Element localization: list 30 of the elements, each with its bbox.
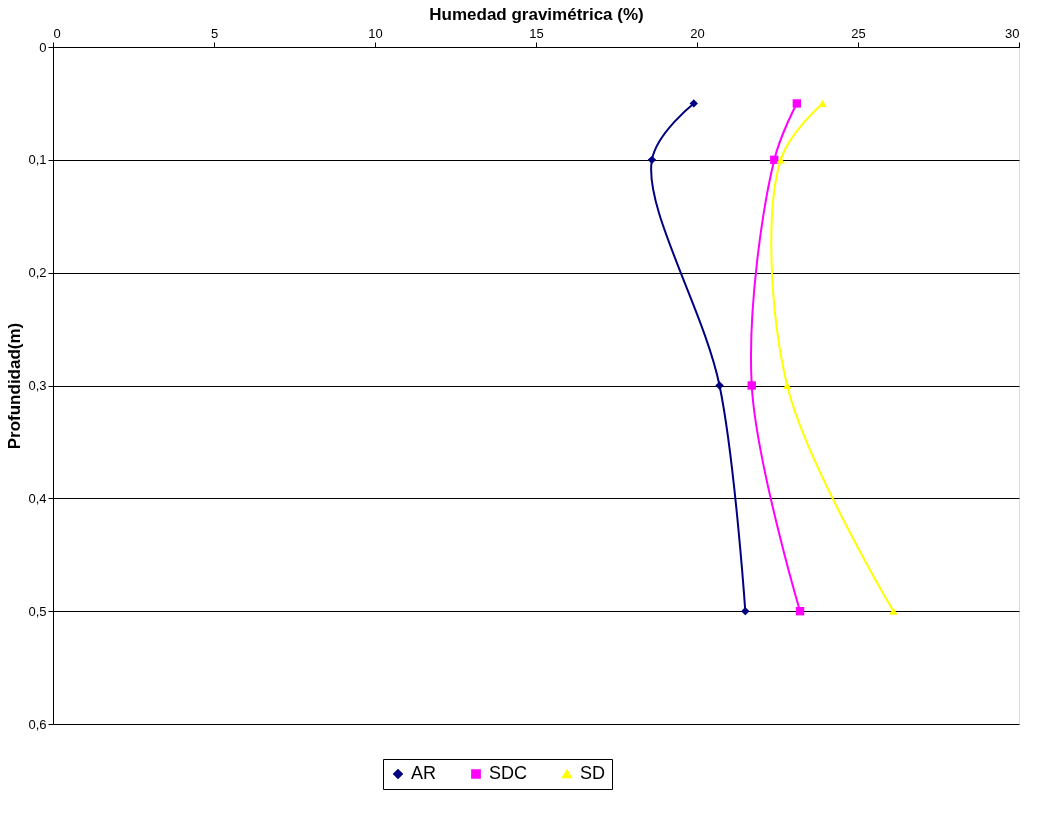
point <box>741 606 750 616</box>
y-tick-label: 0,1 <box>28 152 47 168</box>
point <box>747 381 756 390</box>
point <box>889 607 898 615</box>
x-tick-label: 15 <box>529 25 544 41</box>
x-tick-label: 0 <box>53 25 61 41</box>
x-tick-label: 5 <box>210 25 219 41</box>
legend-label: AR <box>411 763 437 783</box>
point <box>782 381 792 390</box>
x-tick-label: 30 <box>1005 25 1020 41</box>
y-tick-label: 0,2 <box>28 265 47 281</box>
y-axis-title: Profundidad(m) <box>5 322 25 450</box>
point <box>795 606 805 616</box>
x-axis-title: Humedad gravimétrica (%) <box>429 4 644 24</box>
y-tick-label: 0,6 <box>28 716 47 732</box>
point <box>715 381 724 390</box>
y-tick-label: 0,5 <box>28 603 47 619</box>
x-tick-label: 20 <box>690 25 705 41</box>
point <box>818 99 827 108</box>
x-tick-label: 10 <box>368 25 383 41</box>
y-tick-label: 0,3 <box>28 378 47 393</box>
point <box>689 99 698 108</box>
y-tick-label: 0,4 <box>28 490 47 506</box>
point <box>770 155 779 165</box>
x-tick-label: 25 <box>851 25 866 41</box>
y-tick-label: 0 <box>39 39 47 55</box>
point <box>647 155 657 165</box>
legend-label: SD <box>580 763 606 783</box>
legend-label: SDC <box>489 763 528 783</box>
point <box>792 99 801 108</box>
